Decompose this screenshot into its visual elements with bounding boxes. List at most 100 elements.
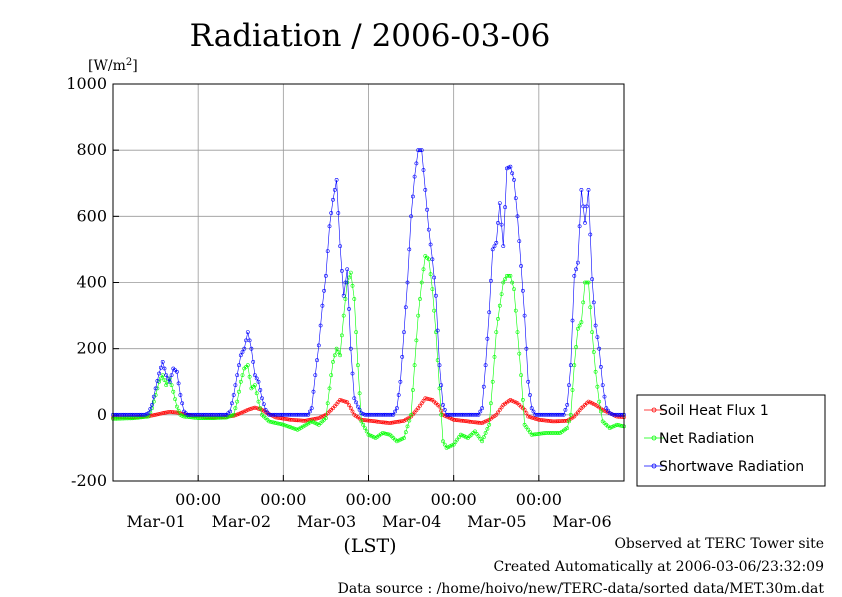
data-point xyxy=(526,414,531,419)
data-point xyxy=(341,399,346,404)
data-point xyxy=(153,412,158,417)
data-point xyxy=(513,196,518,201)
data-point xyxy=(398,437,403,442)
data-point xyxy=(384,431,389,436)
data-point xyxy=(425,396,430,401)
data-point xyxy=(164,373,169,378)
data-point xyxy=(341,313,346,318)
data-point xyxy=(515,330,520,335)
data-point xyxy=(499,405,504,410)
data-point xyxy=(237,363,241,368)
data-point xyxy=(577,323,582,328)
data-point xyxy=(494,240,499,245)
data-point xyxy=(238,379,243,384)
data-point xyxy=(237,389,241,394)
data-point xyxy=(607,426,612,431)
data-point xyxy=(267,412,272,417)
data-point xyxy=(274,421,279,426)
data-point xyxy=(595,384,600,389)
data-point xyxy=(350,409,355,414)
data-point xyxy=(382,420,387,425)
data-point xyxy=(199,412,204,417)
data-point xyxy=(433,293,438,298)
data-point xyxy=(410,388,415,392)
x-tick-time: 00:00 xyxy=(516,490,562,509)
data-point xyxy=(171,410,176,415)
data-point xyxy=(315,358,319,363)
data-point xyxy=(570,388,575,392)
data-point xyxy=(357,391,362,396)
data-point xyxy=(579,320,584,325)
data-point xyxy=(453,418,458,422)
data-point xyxy=(176,408,181,413)
data-point xyxy=(556,431,561,435)
data-point xyxy=(295,418,300,423)
data-point xyxy=(396,419,401,424)
data-point xyxy=(425,207,430,212)
data-point xyxy=(361,412,366,416)
data-point xyxy=(316,343,321,348)
data-point xyxy=(380,431,385,435)
data-point xyxy=(402,330,406,335)
data-point xyxy=(371,435,376,440)
data-point xyxy=(332,353,337,358)
data-point xyxy=(245,407,250,412)
data-point xyxy=(567,383,571,388)
data-point xyxy=(506,273,511,278)
data-point xyxy=(584,204,589,209)
data-point xyxy=(496,220,500,225)
data-point xyxy=(338,353,343,358)
data-point xyxy=(497,201,502,206)
data-point xyxy=(469,412,474,417)
data-point xyxy=(449,417,454,421)
data-point xyxy=(339,268,344,273)
data-point xyxy=(394,406,399,411)
data-point xyxy=(574,345,579,349)
data-point xyxy=(240,373,245,378)
data-point xyxy=(343,297,348,301)
data-point xyxy=(522,313,527,318)
data-point xyxy=(311,389,316,394)
legend-label: Shortwave Radiation xyxy=(659,459,804,475)
data-point xyxy=(178,393,183,397)
data-point xyxy=(442,407,447,412)
data-point xyxy=(615,412,619,417)
data-point xyxy=(260,396,264,401)
data-point xyxy=(481,420,486,425)
data-point xyxy=(245,363,250,368)
data-point xyxy=(561,412,566,417)
data-point xyxy=(552,419,557,424)
data-point xyxy=(458,418,463,423)
data-point xyxy=(437,363,442,368)
data-point xyxy=(292,426,296,431)
data-point xyxy=(311,420,316,425)
data-point xyxy=(430,287,435,292)
data-point xyxy=(494,330,499,335)
data-point xyxy=(228,414,233,419)
data-point xyxy=(169,410,174,414)
data-point xyxy=(540,431,545,436)
y-tick-label: 200 xyxy=(76,339,107,358)
data-point xyxy=(249,406,254,411)
data-point xyxy=(455,437,460,442)
data-point xyxy=(288,417,293,422)
x-tick-date: Mar-05 xyxy=(467,512,526,531)
data-point xyxy=(254,376,259,381)
data-point xyxy=(471,420,476,425)
data-point xyxy=(142,412,147,417)
data-point xyxy=(552,412,557,417)
data-point xyxy=(196,412,201,417)
data-point xyxy=(150,402,154,407)
data-point xyxy=(426,397,431,402)
footer-created: Created Automatically at 2006-03-06/23:3… xyxy=(493,559,824,575)
footer-source: Data source : /home/hoivo/new/TERC-data/… xyxy=(337,581,824,597)
data-point xyxy=(501,244,506,249)
data-point xyxy=(476,434,481,439)
data-point xyxy=(604,406,609,411)
data-point xyxy=(515,214,520,219)
data-point xyxy=(508,397,513,402)
data-point xyxy=(478,436,483,441)
data-point xyxy=(162,410,167,415)
data-point xyxy=(256,379,261,384)
data-point xyxy=(206,412,211,417)
